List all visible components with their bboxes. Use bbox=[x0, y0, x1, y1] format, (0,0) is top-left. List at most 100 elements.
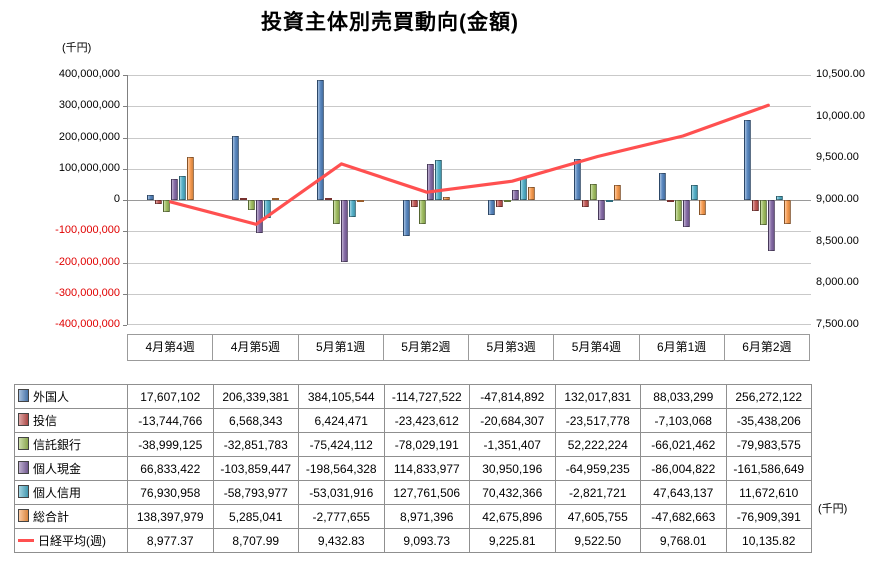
bar-個人現金 bbox=[768, 200, 776, 251]
right-axis-tick-label: 9,000.00 bbox=[816, 193, 859, 205]
value-cell: 11,672,610 bbox=[725, 480, 812, 505]
value-cell: 52,222,224 bbox=[554, 432, 641, 457]
category-axis: 4月第4週 4月第5週 5月第1週 5月第2週 5月第3週 5月第4週 6月第1週 6月第2週 bbox=[127, 334, 810, 361]
value-cell: -103,859,447 bbox=[212, 456, 299, 481]
legend-line-icon bbox=[18, 539, 34, 542]
value-cell: 8,707.99 bbox=[212, 528, 299, 553]
bar-外国人 bbox=[744, 119, 752, 200]
series-name: 外国人 bbox=[33, 390, 70, 404]
bar-投信 bbox=[581, 200, 589, 208]
bar-投信 bbox=[666, 200, 674, 203]
value-cell: -64,959,235 bbox=[554, 456, 641, 481]
value-cell: 256,272,122 bbox=[725, 384, 812, 409]
axis-tick bbox=[123, 200, 127, 201]
bar-信託銀行 bbox=[333, 200, 341, 224]
gridline bbox=[128, 293, 811, 295]
value-cell: 9,432.83 bbox=[298, 528, 385, 553]
value-cell: -47,814,892 bbox=[469, 384, 556, 409]
zero-line bbox=[128, 200, 811, 201]
series-label-cell: 個人現金 bbox=[14, 456, 128, 481]
gridline bbox=[128, 137, 811, 139]
bar-投信 bbox=[496, 200, 504, 207]
value-cell: 66,833,422 bbox=[127, 456, 214, 481]
bar-個人現金 bbox=[682, 200, 690, 227]
value-cell: 132,017,831 bbox=[554, 384, 641, 409]
chart-title: 投資主体別売買動向(金額) bbox=[261, 11, 519, 34]
left-axis-tick-label: -200,000,000 bbox=[55, 255, 120, 268]
axis-tick bbox=[123, 293, 127, 295]
value-cell: -38,999,125 bbox=[127, 432, 214, 457]
value-cell: -47,682,663 bbox=[640, 504, 727, 529]
left-axis-unit-label: (千円) bbox=[62, 42, 92, 54]
left-axis-tick-label: -300,000,000 bbox=[55, 286, 120, 299]
right-axis-tick-label: 9,500.00 bbox=[816, 151, 859, 164]
table-row: 投信 -13,744,766 6,568,343 6,424,471 -23,423,6… bbox=[14, 408, 812, 433]
bar-総合計 bbox=[528, 186, 536, 200]
bar-個人現金 bbox=[256, 200, 264, 233]
value-cell: 70,432,366 bbox=[469, 480, 556, 505]
value-cell: 17,607,102 bbox=[127, 384, 214, 409]
value-cell: 5,285,041 bbox=[212, 504, 299, 529]
bar-総合計 bbox=[698, 200, 706, 215]
value-cell: -1,351,407 bbox=[469, 432, 556, 457]
bar-外国人 bbox=[658, 172, 666, 200]
category-label: 5月第2週 bbox=[382, 335, 468, 360]
value-cell: 206,339,381 bbox=[212, 384, 299, 409]
bar-総合計 bbox=[357, 200, 365, 202]
value-cell: -198,564,328 bbox=[298, 456, 385, 481]
table-row: 信託銀行 -38,999,125 -32,851,783 -75,424,112 -78… bbox=[14, 432, 812, 457]
table-row: 日経平均(週) 8,977.37 8,707.99 9,432.83 9,093.73 9… bbox=[14, 528, 812, 553]
bar-個人信用 bbox=[178, 176, 186, 200]
value-cell: 9,093.73 bbox=[383, 528, 470, 553]
bar-個人現金 bbox=[170, 179, 178, 200]
axis-tick bbox=[123, 137, 127, 139]
bar-個人信用 bbox=[349, 200, 357, 217]
bar-外国人 bbox=[402, 200, 410, 236]
table-row: 個人信用 76,930,958 -58,793,977 -53,031,916 127,… bbox=[14, 480, 812, 505]
value-cell: -2,777,655 bbox=[298, 504, 385, 529]
value-cell: -23,517,778 bbox=[554, 408, 641, 433]
left-axis-tick-label: -400,000,000 bbox=[55, 318, 120, 330]
value-cell: 42,675,896 bbox=[469, 504, 556, 529]
bar-個人信用 bbox=[434, 160, 442, 200]
bar-総合計 bbox=[442, 197, 450, 200]
value-cell: 88,033,299 bbox=[640, 384, 727, 409]
bar-個人現金 bbox=[597, 200, 605, 221]
bar-投信 bbox=[325, 198, 333, 200]
value-cell: -66,021,462 bbox=[640, 432, 727, 457]
value-cell: -2,821,721 bbox=[554, 480, 641, 505]
plot-area bbox=[127, 75, 811, 325]
value-cell: 47,643,137 bbox=[640, 480, 727, 505]
axis-tick bbox=[123, 106, 127, 108]
value-cell: -32,851,783 bbox=[212, 432, 299, 457]
series-label-cell: 個人信用 bbox=[14, 480, 128, 505]
value-cell: 47,605,755 bbox=[554, 504, 641, 529]
right-axis-unit-label: (千円) bbox=[818, 503, 848, 515]
series-name: 投信 bbox=[33, 414, 58, 428]
value-cell: -20,684,307 bbox=[469, 408, 556, 433]
bar-外国人 bbox=[146, 194, 154, 200]
bar-個人信用 bbox=[690, 185, 698, 200]
table-row: 外国人 17,607,102 206,339,381 384,105,544 -114,… bbox=[14, 384, 812, 409]
bar-個人現金 bbox=[341, 200, 349, 263]
series-name: 総合計 bbox=[33, 510, 70, 524]
bar-投信 bbox=[154, 200, 162, 205]
axis-tick bbox=[123, 168, 127, 170]
bar-投信 bbox=[240, 197, 248, 200]
bar-信託銀行 bbox=[248, 200, 256, 211]
value-cell: -76,909,391 bbox=[725, 504, 812, 529]
bar-個人信用 bbox=[605, 200, 613, 202]
category-label: 5月第1週 bbox=[297, 335, 383, 360]
value-cell: -79,983,575 bbox=[725, 432, 812, 457]
legend-bar-icon bbox=[18, 509, 29, 522]
bar-信託銀行 bbox=[162, 200, 170, 213]
value-cell: 138,397,979 bbox=[127, 504, 214, 529]
bar-総合計 bbox=[784, 200, 792, 224]
right-axis-tick-label: 7,500.00 bbox=[816, 318, 859, 330]
gridline bbox=[128, 262, 811, 264]
bar-信託銀行 bbox=[674, 200, 682, 221]
left-axis-tick-label: -100,000,000 bbox=[55, 224, 120, 237]
value-cell: 384,105,544 bbox=[298, 384, 385, 409]
bar-総合計 bbox=[613, 185, 621, 200]
